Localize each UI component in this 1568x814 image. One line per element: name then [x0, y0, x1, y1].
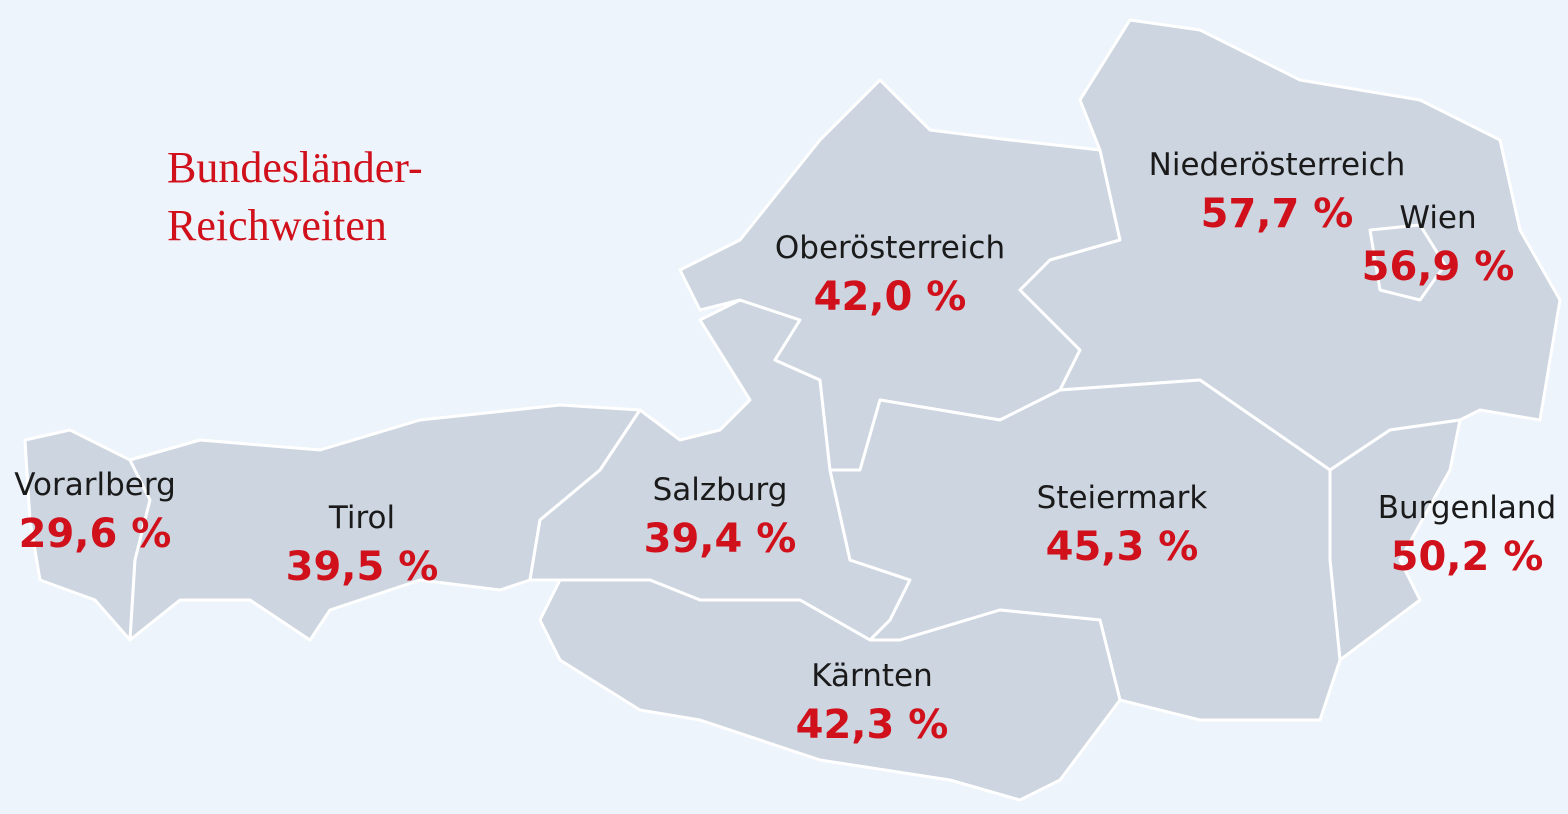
- title-line: Bundesländer-: [167, 143, 423, 192]
- region-name: Vorarlberg: [14, 467, 176, 503]
- region-name: Oberösterreich: [775, 230, 1005, 266]
- region-name: Niederösterreich: [1149, 147, 1406, 183]
- title-line: Reichweiten: [167, 201, 387, 250]
- region-share: 39,4 %: [644, 516, 797, 562]
- region-name: Wien: [1399, 200, 1476, 236]
- region-share: 50,2 %: [1391, 534, 1544, 580]
- region-share: 57,7 %: [1201, 191, 1354, 237]
- region-name: Steiermark: [1037, 480, 1208, 516]
- region-share: 45,3 %: [1046, 524, 1199, 570]
- state-niederoesterreich: [1018, 18, 1562, 472]
- region-share: 29,6 %: [19, 511, 172, 557]
- region-share: 42,0 %: [814, 274, 967, 320]
- states: [23, 18, 1562, 802]
- state-wien: [1368, 223, 1447, 302]
- region-name: Burgenland: [1378, 490, 1556, 526]
- region-name: Tirol: [328, 500, 395, 536]
- labels: Vorarlberg 29,6 % Tirol 39,5 % Salzburg 39,4 …: [14, 147, 1556, 748]
- region-name: Kärnten: [811, 658, 933, 694]
- region-share: 56,9 %: [1362, 244, 1515, 290]
- region-share: 39,5 %: [286, 544, 439, 590]
- state-kaernten: [538, 578, 1122, 802]
- region-name: Salzburg: [653, 472, 788, 508]
- state-tirol: [128, 403, 642, 642]
- region-share: 42,3 %: [796, 702, 949, 748]
